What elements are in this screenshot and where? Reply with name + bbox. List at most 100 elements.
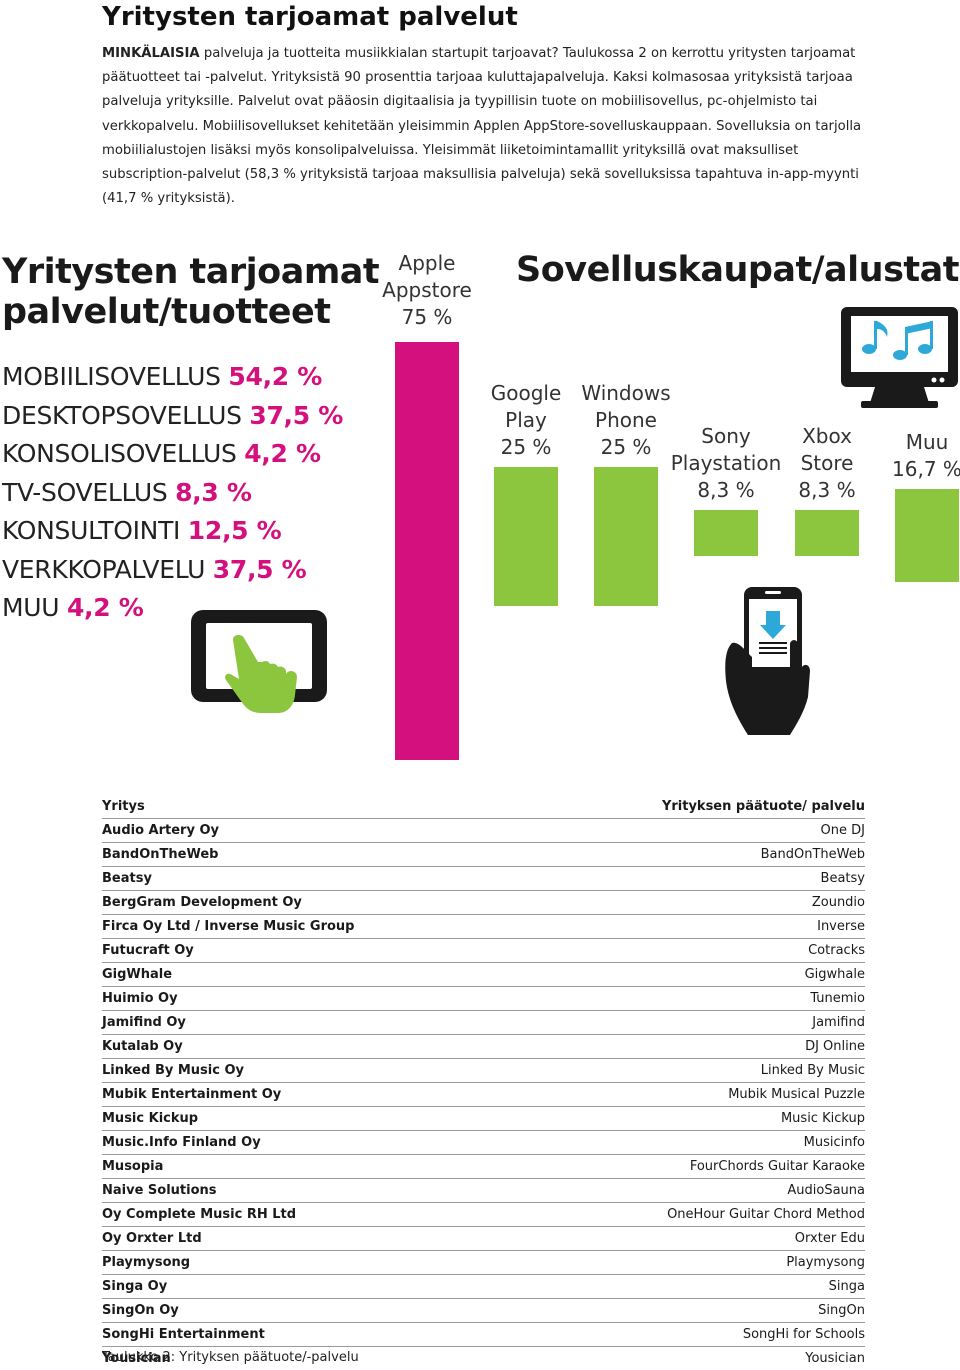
table-caption: Taulukko 2: Yrityksen päätuote/-palvelu xyxy=(102,1350,359,1365)
company-cell: SingOn Oy xyxy=(102,1299,525,1323)
product-cell: Orxter Edu xyxy=(525,1227,865,1251)
tv-music-icon xyxy=(839,305,960,411)
company-cell: Audio Artery Oy xyxy=(102,819,525,843)
offering-item: MOBIILISOVELLUS 54,2 % xyxy=(2,358,343,397)
company-cell: Firca Oy Ltd / Inverse Music Group xyxy=(102,915,525,939)
product-cell: Singa xyxy=(525,1275,865,1299)
company-cell: Oy Orxter Ltd xyxy=(102,1227,525,1251)
product-cell: Zoundio xyxy=(525,891,865,915)
product-cell: FourChords Guitar Karaoke xyxy=(525,1155,865,1179)
product-cell: Cotracks xyxy=(525,939,865,963)
tablet-touch-icon xyxy=(186,605,336,735)
company-cell: Huimio Oy xyxy=(102,987,525,1011)
product-cell: Tunemio xyxy=(525,987,865,1011)
chart-bar xyxy=(594,467,658,606)
product-cell: AudioSauna xyxy=(525,1179,865,1203)
chart-bar xyxy=(494,467,558,606)
chart-bar-label-line: Apple xyxy=(367,250,487,277)
chart-bar-label-line: Appstore xyxy=(367,277,487,304)
offerings-list: MOBIILISOVELLUS 54,2 %DESKTOPSOVELLUS 37… xyxy=(2,358,343,628)
company-cell: BergGram Development Oy xyxy=(102,891,525,915)
product-cell: Music Kickup xyxy=(525,1107,865,1131)
offering-item: TV-SOVELLUS 8,3 % xyxy=(2,474,343,513)
product-cell: Yousician xyxy=(525,1347,865,1370)
chart-bar-label-line: 75 % xyxy=(367,304,487,331)
product-cell: Musicinfo xyxy=(525,1131,865,1155)
page-title: Yritysten tarjoamat palvelut xyxy=(102,2,518,32)
company-cell: Musopia xyxy=(102,1155,525,1179)
offering-percentage: 4,2 % xyxy=(67,593,144,622)
column-header-company: Yritys xyxy=(102,795,525,819)
offering-percentage: 37,5 % xyxy=(213,555,307,584)
offering-label: MUU xyxy=(2,593,59,622)
product-cell: SingOn xyxy=(525,1299,865,1323)
offerings-heading-line1: Yritysten tarjoamat xyxy=(2,252,379,292)
companies-table: Yritys Yrityksen päätuote/ palvelu Audio… xyxy=(102,795,865,1370)
product-cell: OneHour Guitar Chord Method xyxy=(525,1203,865,1227)
product-cell: DJ Online xyxy=(525,1035,865,1059)
intro-lead: MINKÄLAISIA xyxy=(102,46,200,61)
offering-label: KONSULTOINTI xyxy=(2,516,180,545)
intro-text: palveluja ja tuotteita musiikkialan star… xyxy=(102,46,861,206)
company-cell: Linked By Music Oy xyxy=(102,1059,525,1083)
offering-label: MOBIILISOVELLUS xyxy=(2,362,221,391)
company-cell: Oy Complete Music RH Ltd xyxy=(102,1203,525,1227)
company-cell: BandOnTheWeb xyxy=(102,843,525,867)
offering-percentage: 12,5 % xyxy=(188,516,282,545)
offering-percentage: 8,3 % xyxy=(175,478,252,507)
offering-item: KONSOLISOVELLUS 4,2 % xyxy=(2,435,343,474)
platforms-heading: Sovelluskaupat/alustat xyxy=(516,250,959,290)
product-cell: Jamifind xyxy=(525,1011,865,1035)
company-cell: Beatsy xyxy=(102,867,525,891)
table-header-row: Yritys Yrityksen päätuote/ palvelu xyxy=(102,795,865,819)
offering-item: KONSULTOINTI 12,5 % xyxy=(2,512,343,551)
company-cell: GigWhale xyxy=(102,963,525,987)
company-cell: Jamifind Oy xyxy=(102,1011,525,1035)
company-cell: Kutalab Oy xyxy=(102,1035,525,1059)
product-cell: Inverse xyxy=(525,915,865,939)
offering-percentage: 37,5 % xyxy=(249,401,343,430)
company-cell: Music.Info Finland Oy xyxy=(102,1131,525,1155)
chart-bar xyxy=(795,510,859,556)
offering-label: KONSOLISOVELLUS xyxy=(2,439,237,468)
offering-label: DESKTOPSOVELLUS xyxy=(2,401,242,430)
product-cell: Playmysong xyxy=(525,1251,865,1275)
chart-bar-label-line: 16,7 % xyxy=(867,456,960,483)
product-cell: Gigwhale xyxy=(525,963,865,987)
product-cell: BandOnTheWeb xyxy=(525,843,865,867)
offerings-heading-line2: palvelut/tuotteet xyxy=(2,292,379,332)
intro-paragraph: MINKÄLAISIA palveluja ja tuotteita musii… xyxy=(102,42,862,211)
product-cell: SongHi for Schools xyxy=(525,1323,865,1347)
offering-item: VERKKOPALVELU 37,5 % xyxy=(2,551,343,590)
product-cell: Beatsy xyxy=(525,867,865,891)
company-cell: Naive Solutions xyxy=(102,1179,525,1203)
company-cell: SongHi Entertainment xyxy=(102,1323,525,1347)
product-cell: One DJ xyxy=(525,819,865,843)
chart-bar-label-line: Muu xyxy=(867,429,960,456)
company-cell: Playmysong xyxy=(102,1251,525,1275)
offerings-heading: Yritysten tarjoamat palvelut/tuotteet xyxy=(2,252,379,332)
company-cell: Futucraft Oy xyxy=(102,939,525,963)
offering-label: VERKKOPALVELU xyxy=(2,555,205,584)
offering-item: DESKTOPSOVELLUS 37,5 % xyxy=(2,397,343,436)
offering-percentage: 54,2 % xyxy=(228,362,322,391)
product-cell: Mubik Musical Puzzle xyxy=(525,1083,865,1107)
